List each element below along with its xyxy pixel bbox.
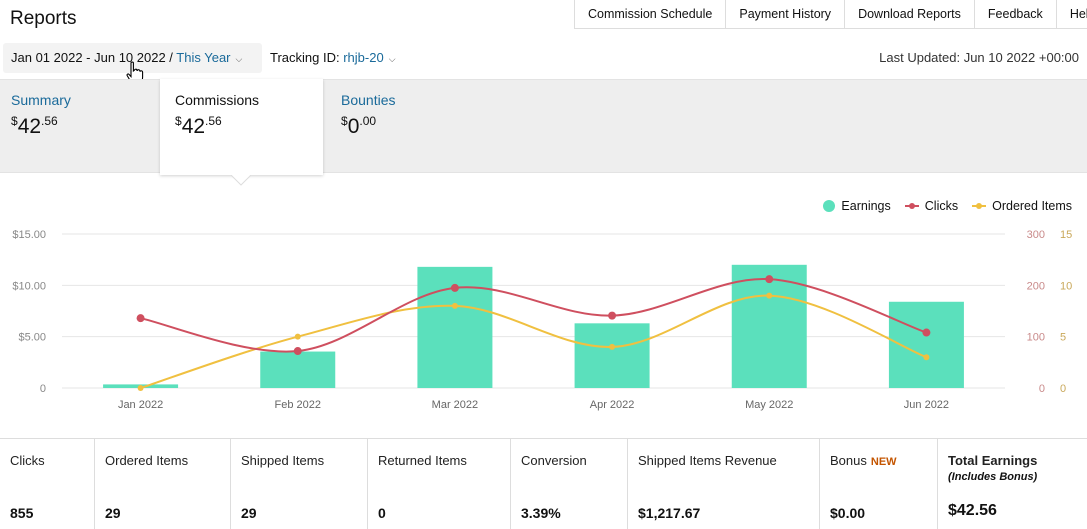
metric-bonus: Bonus NEW $0.00 <box>820 439 938 529</box>
ordered-items-point <box>137 385 144 391</box>
tab-bounties[interactable]: Bounties $0.00 <box>330 79 490 173</box>
chevron-down-icon: ⌵ <box>388 54 396 64</box>
commissions-amount: $42.56 <box>175 114 222 138</box>
clicks-point <box>136 314 145 323</box>
y-left-tick-label: $10.00 <box>12 280 46 292</box>
earnings-bar <box>731 264 807 388</box>
clicks-point <box>608 311 617 320</box>
y-left-tick-label: 0 <box>40 383 46 395</box>
metric-clicks: Clicks 855 <box>0 439 95 529</box>
y-right-items-tick-label: 15 <box>1060 229 1072 241</box>
metric-ordered-items: Ordered Items 29 <box>95 439 231 529</box>
nav-download-reports[interactable]: Download Reports <box>845 0 975 28</box>
x-tick-label: May 2022 <box>745 399 793 411</box>
x-tick-label: Apr 2022 <box>590 399 635 411</box>
x-tick-label: Feb 2022 <box>275 399 321 411</box>
earnings-dot-icon <box>823 200 836 212</box>
y-right-clicks-tick-label: 200 <box>1027 280 1045 292</box>
ordered-items-point <box>451 302 458 309</box>
chevron-down-icon: ⌵ <box>235 54 243 64</box>
y-right-items-tick-label: 10 <box>1060 280 1072 292</box>
nav-feedback[interactable]: Feedback <box>975 0 1057 28</box>
clicks-point <box>450 283 459 292</box>
metric-total-earnings: Total Earnings (Includes Bonus) $42.56 <box>948 453 1038 519</box>
ordered-items-line-icon <box>972 201 987 211</box>
tab-commissions-label: Commissions <box>175 92 260 108</box>
summary-amount: $42.56 <box>11 114 58 138</box>
top-nav: Commission Schedule Payment History Down… <box>574 0 1087 29</box>
y-right-items-tick-label: 0 <box>1060 383 1066 395</box>
ordered-items-point <box>923 354 930 361</box>
last-updated: Last Updated: Jun 10 2022 +00:00 <box>879 50 1079 65</box>
ordered-items-point <box>766 292 773 299</box>
earnings-bar <box>260 351 336 388</box>
tab-bounties-label: Bounties <box>341 92 396 108</box>
y-right-clicks-tick-label: 0 <box>1039 383 1045 395</box>
clicks-point <box>922 328 931 337</box>
clicks-line <box>140 278 927 353</box>
earnings-bar <box>574 323 650 388</box>
ordered-items-point <box>294 333 301 340</box>
clicks-point <box>765 275 774 284</box>
date-range-select[interactable]: Jan 01 2022 - Jun 10 2022 / This Year ⌵ <box>3 43 262 73</box>
y-left-tick-label: $5.00 <box>18 332 46 344</box>
legend-earnings[interactable]: Earnings <box>823 199 891 213</box>
legend-clicks[interactable]: Clicks <box>904 199 958 213</box>
tracking-id-select[interactable]: Tracking ID: rhjb-20 ⌵ <box>270 43 396 74</box>
metric-returned-items: Returned Items 0 <box>368 439 511 529</box>
chart-legend: Earnings Clicks Ordered Items <box>823 199 1072 213</box>
metric-shipped-items-revenue: Shipped Items Revenue $1,217.67 <box>628 439 820 529</box>
x-tick-label: Jan 2022 <box>118 399 163 411</box>
tracking-id-value: rhjb-20 <box>343 50 384 65</box>
y-right-items-tick-label: 5 <box>1060 332 1066 344</box>
new-badge: NEW <box>870 456 897 468</box>
nav-help[interactable]: Help <box>1069 7 1087 21</box>
metric-shipped-items: Shipped Items 29 <box>231 439 368 529</box>
nav-payment-history[interactable]: Payment History <box>726 0 846 28</box>
bounties-amount: $0.00 <box>341 114 377 138</box>
x-tick-label: Mar 2022 <box>432 399 478 411</box>
y-right-clicks-tick-label: 300 <box>1027 229 1045 241</box>
clicks-point <box>293 347 302 356</box>
legend-ordered-items[interactable]: Ordered Items <box>972 199 1072 213</box>
clicks-line-icon <box>904 201 919 211</box>
metric-conversion: Conversion 3.39% <box>511 439 628 529</box>
date-preset-link[interactable]: This Year <box>176 50 231 65</box>
y-right-clicks-tick-label: 100 <box>1027 332 1045 344</box>
tab-commissions[interactable]: Commissions $42.56 <box>160 79 323 175</box>
tab-summary[interactable]: Summary $42.56 <box>0 79 160 173</box>
ordered-items-point <box>609 343 616 350</box>
tab-summary-label: Summary <box>11 92 71 108</box>
y-left-tick-label: $15.00 <box>12 229 46 241</box>
date-range-text: Jan 01 2022 - Jun 10 2022 / <box>11 50 173 65</box>
metrics-bar: Clicks 855 Ordered Items 29 Shipped Item… <box>0 438 1087 529</box>
ordered-items-line <box>140 294 927 389</box>
nav-commission-schedule[interactable]: Commission Schedule <box>575 0 727 28</box>
tracking-label: Tracking ID: <box>270 50 340 65</box>
x-tick-label: Jun 2022 <box>904 399 949 411</box>
active-tab-pointer-icon <box>231 175 251 186</box>
page-title: Reports <box>10 8 77 29</box>
